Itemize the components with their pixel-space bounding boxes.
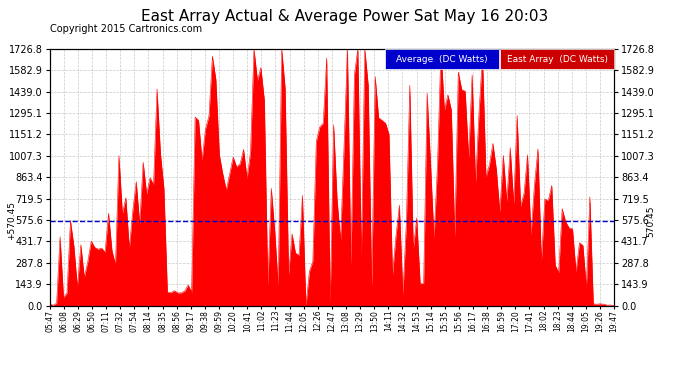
Text: Average  (DC Watts): Average (DC Watts) bbox=[396, 55, 488, 63]
Text: Copyright 2015 Cartronics.com: Copyright 2015 Cartronics.com bbox=[50, 24, 201, 34]
Text: East Array Actual & Average Power Sat May 16 20:03: East Array Actual & Average Power Sat Ma… bbox=[141, 9, 549, 24]
Text: East Array  (DC Watts): East Array (DC Watts) bbox=[506, 55, 608, 63]
Text: +570.45: +570.45 bbox=[7, 201, 16, 240]
Text: 570.45: 570.45 bbox=[647, 205, 656, 237]
